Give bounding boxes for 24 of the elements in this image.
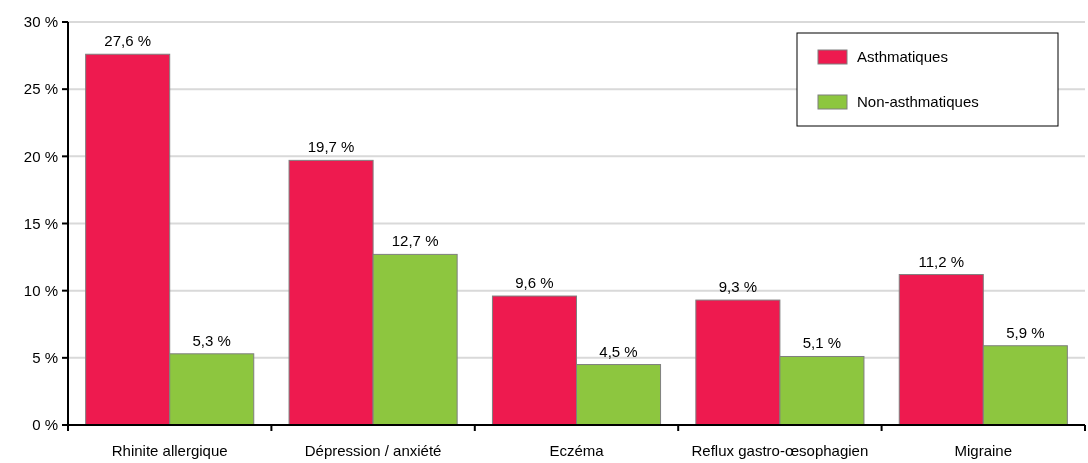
y-tick-label: 10 %	[23, 281, 58, 299]
data-label: 9,3 %	[718, 278, 758, 296]
data-label: 19,7 %	[307, 138, 355, 156]
data-label: 5,9 %	[1006, 323, 1045, 341]
y-tick-label: 20 %	[23, 147, 58, 165]
data-label: 12,7 %	[391, 232, 439, 250]
data-label: 4,5 %	[599, 342, 638, 360]
data-label: 27,6 %	[104, 32, 152, 50]
y-tick-label: 0 %	[32, 416, 58, 434]
y-tick-label: 15 %	[23, 214, 58, 232]
x-tick-label: Reflux gastro-œsophagien	[691, 442, 869, 459]
y-tick-label: 30 %	[23, 13, 58, 31]
y-tick-label: 5 %	[32, 349, 58, 367]
data-label: 5,3 %	[192, 331, 231, 349]
legend-label: Asthmatiques	[857, 48, 948, 66]
y-tick-label: 25 %	[23, 80, 58, 98]
x-tick-label: Eczéma	[549, 442, 605, 459]
data-label: 11,2 %	[918, 252, 965, 270]
x-tick-label: Dépression / anxiété	[304, 442, 442, 459]
data-label: 9,6 %	[515, 274, 554, 292]
data-label: 5,1 %	[802, 334, 842, 352]
legend-label: Non-asthmatiques	[857, 93, 979, 111]
x-tick-label: Migraine	[954, 442, 1013, 459]
x-tick-label: Rhinite allergique	[111, 442, 228, 459]
